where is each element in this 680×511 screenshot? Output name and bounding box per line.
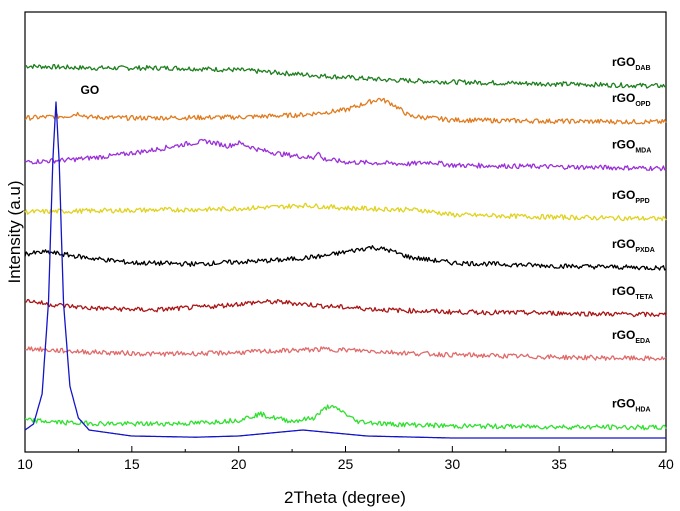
series-label-rgo-pxda: rGOPXDA <box>612 237 655 254</box>
series-line-rgo-teta <box>24 298 667 318</box>
series-label-rgo-dab: rGODAB <box>612 55 651 72</box>
series-label-rgo-eda: rGOEDA <box>612 328 650 345</box>
series-label-rgo-teta: rGOTETA <box>612 284 653 301</box>
series-line-rgo-hda <box>24 404 667 431</box>
x-axis-title: 2Theta (degree) <box>284 488 406 507</box>
series-label-rgo-opd: rGOOPD <box>612 91 651 108</box>
series-label-rgo-mda: rGOMDA <box>612 137 651 154</box>
series-line-rgo-opd <box>24 97 667 125</box>
x-tick-label-15: 15 <box>124 456 140 472</box>
series-line-rgo-eda <box>24 346 667 362</box>
series-labels: rGODAB rGOOPD rGOMDA rGOPPD rGOPXDA rGOTETA rG… <box>81 55 655 414</box>
x-tick-label-30: 30 <box>445 456 461 472</box>
x-tick-label-25: 25 <box>338 456 354 472</box>
x-axis: 10 15 20 25 30 35 40 <box>17 446 674 472</box>
x-tick-label-35: 35 <box>551 456 567 472</box>
series-line-go <box>24 101 666 439</box>
series-label-rgo-hda: rGOHDA <box>612 397 651 414</box>
series-line-rgo-dab <box>24 63 667 89</box>
series-line-rgo-mda <box>24 138 667 172</box>
x-tick-label-10: 10 <box>17 456 33 472</box>
series-line-rgo-pxda <box>24 245 667 271</box>
y-axis-title: Intensity (a.u) <box>5 181 24 284</box>
x-tick-label-40: 40 <box>658 456 674 472</box>
series-group <box>24 63 667 439</box>
x-tick-label-20: 20 <box>231 456 247 472</box>
series-label-rgo-ppd: rGOPPD <box>612 188 650 205</box>
series-label-go: GO <box>81 83 100 97</box>
series-line-rgo-ppd <box>24 202 667 222</box>
